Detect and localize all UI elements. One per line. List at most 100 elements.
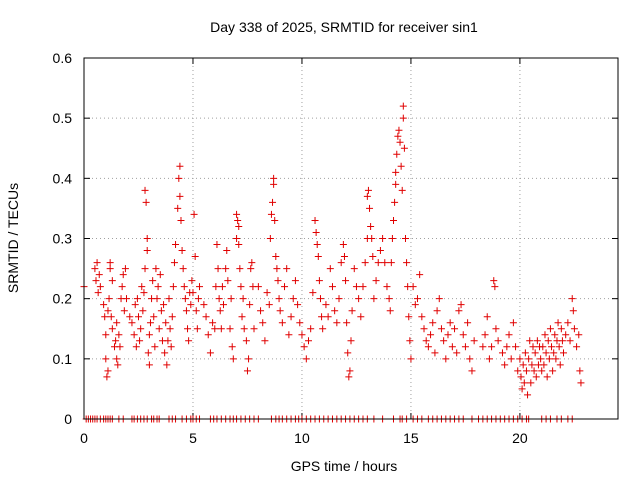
data-point: [143, 247, 151, 255]
data-point: [420, 325, 428, 333]
data-point: [331, 307, 339, 315]
data-point: [361, 259, 369, 267]
data-point: [215, 295, 223, 303]
data-point: [543, 373, 551, 381]
data-point: [363, 192, 371, 200]
data-point: [505, 331, 513, 339]
data-point: [357, 313, 365, 321]
data-point: [339, 241, 347, 249]
y-tick-label: 0.2: [53, 291, 73, 307]
data-point: [170, 259, 178, 267]
plot-border: [83, 57, 619, 420]
data-point: [146, 319, 154, 327]
data-point: [409, 283, 417, 291]
data-point: [335, 295, 343, 303]
data-point: [422, 337, 430, 345]
data-point: [224, 277, 232, 285]
data-point: [169, 283, 177, 291]
data-point: [102, 331, 110, 339]
data-point: [149, 277, 157, 285]
data-point: [343, 319, 351, 327]
data-point: [133, 295, 141, 303]
data-point: [570, 325, 578, 333]
data-point: [307, 325, 315, 333]
data-point: [433, 307, 441, 315]
data-point: [105, 295, 113, 303]
data-point: [103, 373, 111, 381]
data-point: [259, 319, 267, 327]
data-point: [265, 301, 273, 309]
data-point: [278, 319, 286, 327]
data-point: [346, 367, 354, 375]
data-point: [298, 331, 306, 339]
x-tick-label: 20: [512, 430, 528, 446]
data-point: [424, 343, 432, 351]
data-point: [156, 271, 164, 279]
data-point: [427, 331, 435, 339]
data-point: [289, 295, 297, 303]
data-point: [555, 343, 563, 351]
data-point: [180, 283, 188, 291]
data-point: [155, 325, 163, 333]
data-point: [142, 198, 150, 206]
data-point: [435, 295, 443, 303]
data-point: [569, 307, 577, 315]
data-point: [257, 307, 265, 315]
data-point: [392, 180, 400, 188]
data-point: [406, 337, 414, 345]
data-point: [237, 283, 245, 291]
data-point: [397, 162, 405, 170]
data-point: [483, 313, 491, 321]
data-point: [541, 331, 549, 339]
data-point: [399, 114, 407, 122]
data-point: [233, 210, 241, 218]
y-tick-label: 0: [64, 411, 72, 427]
data-point: [396, 138, 404, 146]
data-point: [322, 301, 330, 309]
data-point: [113, 355, 121, 363]
data-point: [403, 259, 411, 267]
data-point: [461, 343, 469, 351]
data-point: [521, 349, 529, 357]
data-point: [188, 277, 196, 285]
data-point: [191, 253, 199, 261]
data-point: [316, 295, 324, 303]
data-point: [416, 271, 424, 279]
data-point: [144, 349, 152, 357]
data-point: [367, 222, 375, 230]
data-point: [564, 319, 572, 327]
data-point: [355, 295, 363, 303]
data-point: [364, 186, 372, 194]
data-point: [96, 283, 104, 291]
data-point: [549, 367, 557, 375]
data-point: [119, 271, 127, 279]
data-point: [185, 337, 193, 345]
data-point: [539, 343, 547, 351]
data-point: [393, 150, 401, 158]
data-point: [132, 343, 140, 351]
data-point: [568, 295, 576, 303]
data-point: [368, 235, 376, 242]
data-point: [387, 259, 395, 267]
data-point: [464, 319, 472, 327]
data-point: [309, 289, 317, 297]
data-point: [154, 283, 162, 291]
data-point: [372, 277, 380, 285]
data-point: [235, 241, 243, 249]
data-point: [138, 283, 146, 291]
data-point: [405, 313, 413, 321]
data-point: [229, 355, 237, 363]
data-point: [518, 385, 526, 393]
x-tick-label: 10: [294, 430, 310, 446]
data-point: [145, 331, 153, 339]
data-point: [93, 259, 101, 267]
data-point: [272, 253, 280, 261]
data-point: [554, 319, 562, 327]
data-point: [538, 367, 546, 375]
data-point: [214, 265, 222, 273]
data-point: [395, 126, 403, 134]
data-point: [261, 337, 269, 345]
data-point: [291, 277, 299, 285]
data-point: [517, 373, 525, 381]
data-point: [520, 379, 528, 387]
